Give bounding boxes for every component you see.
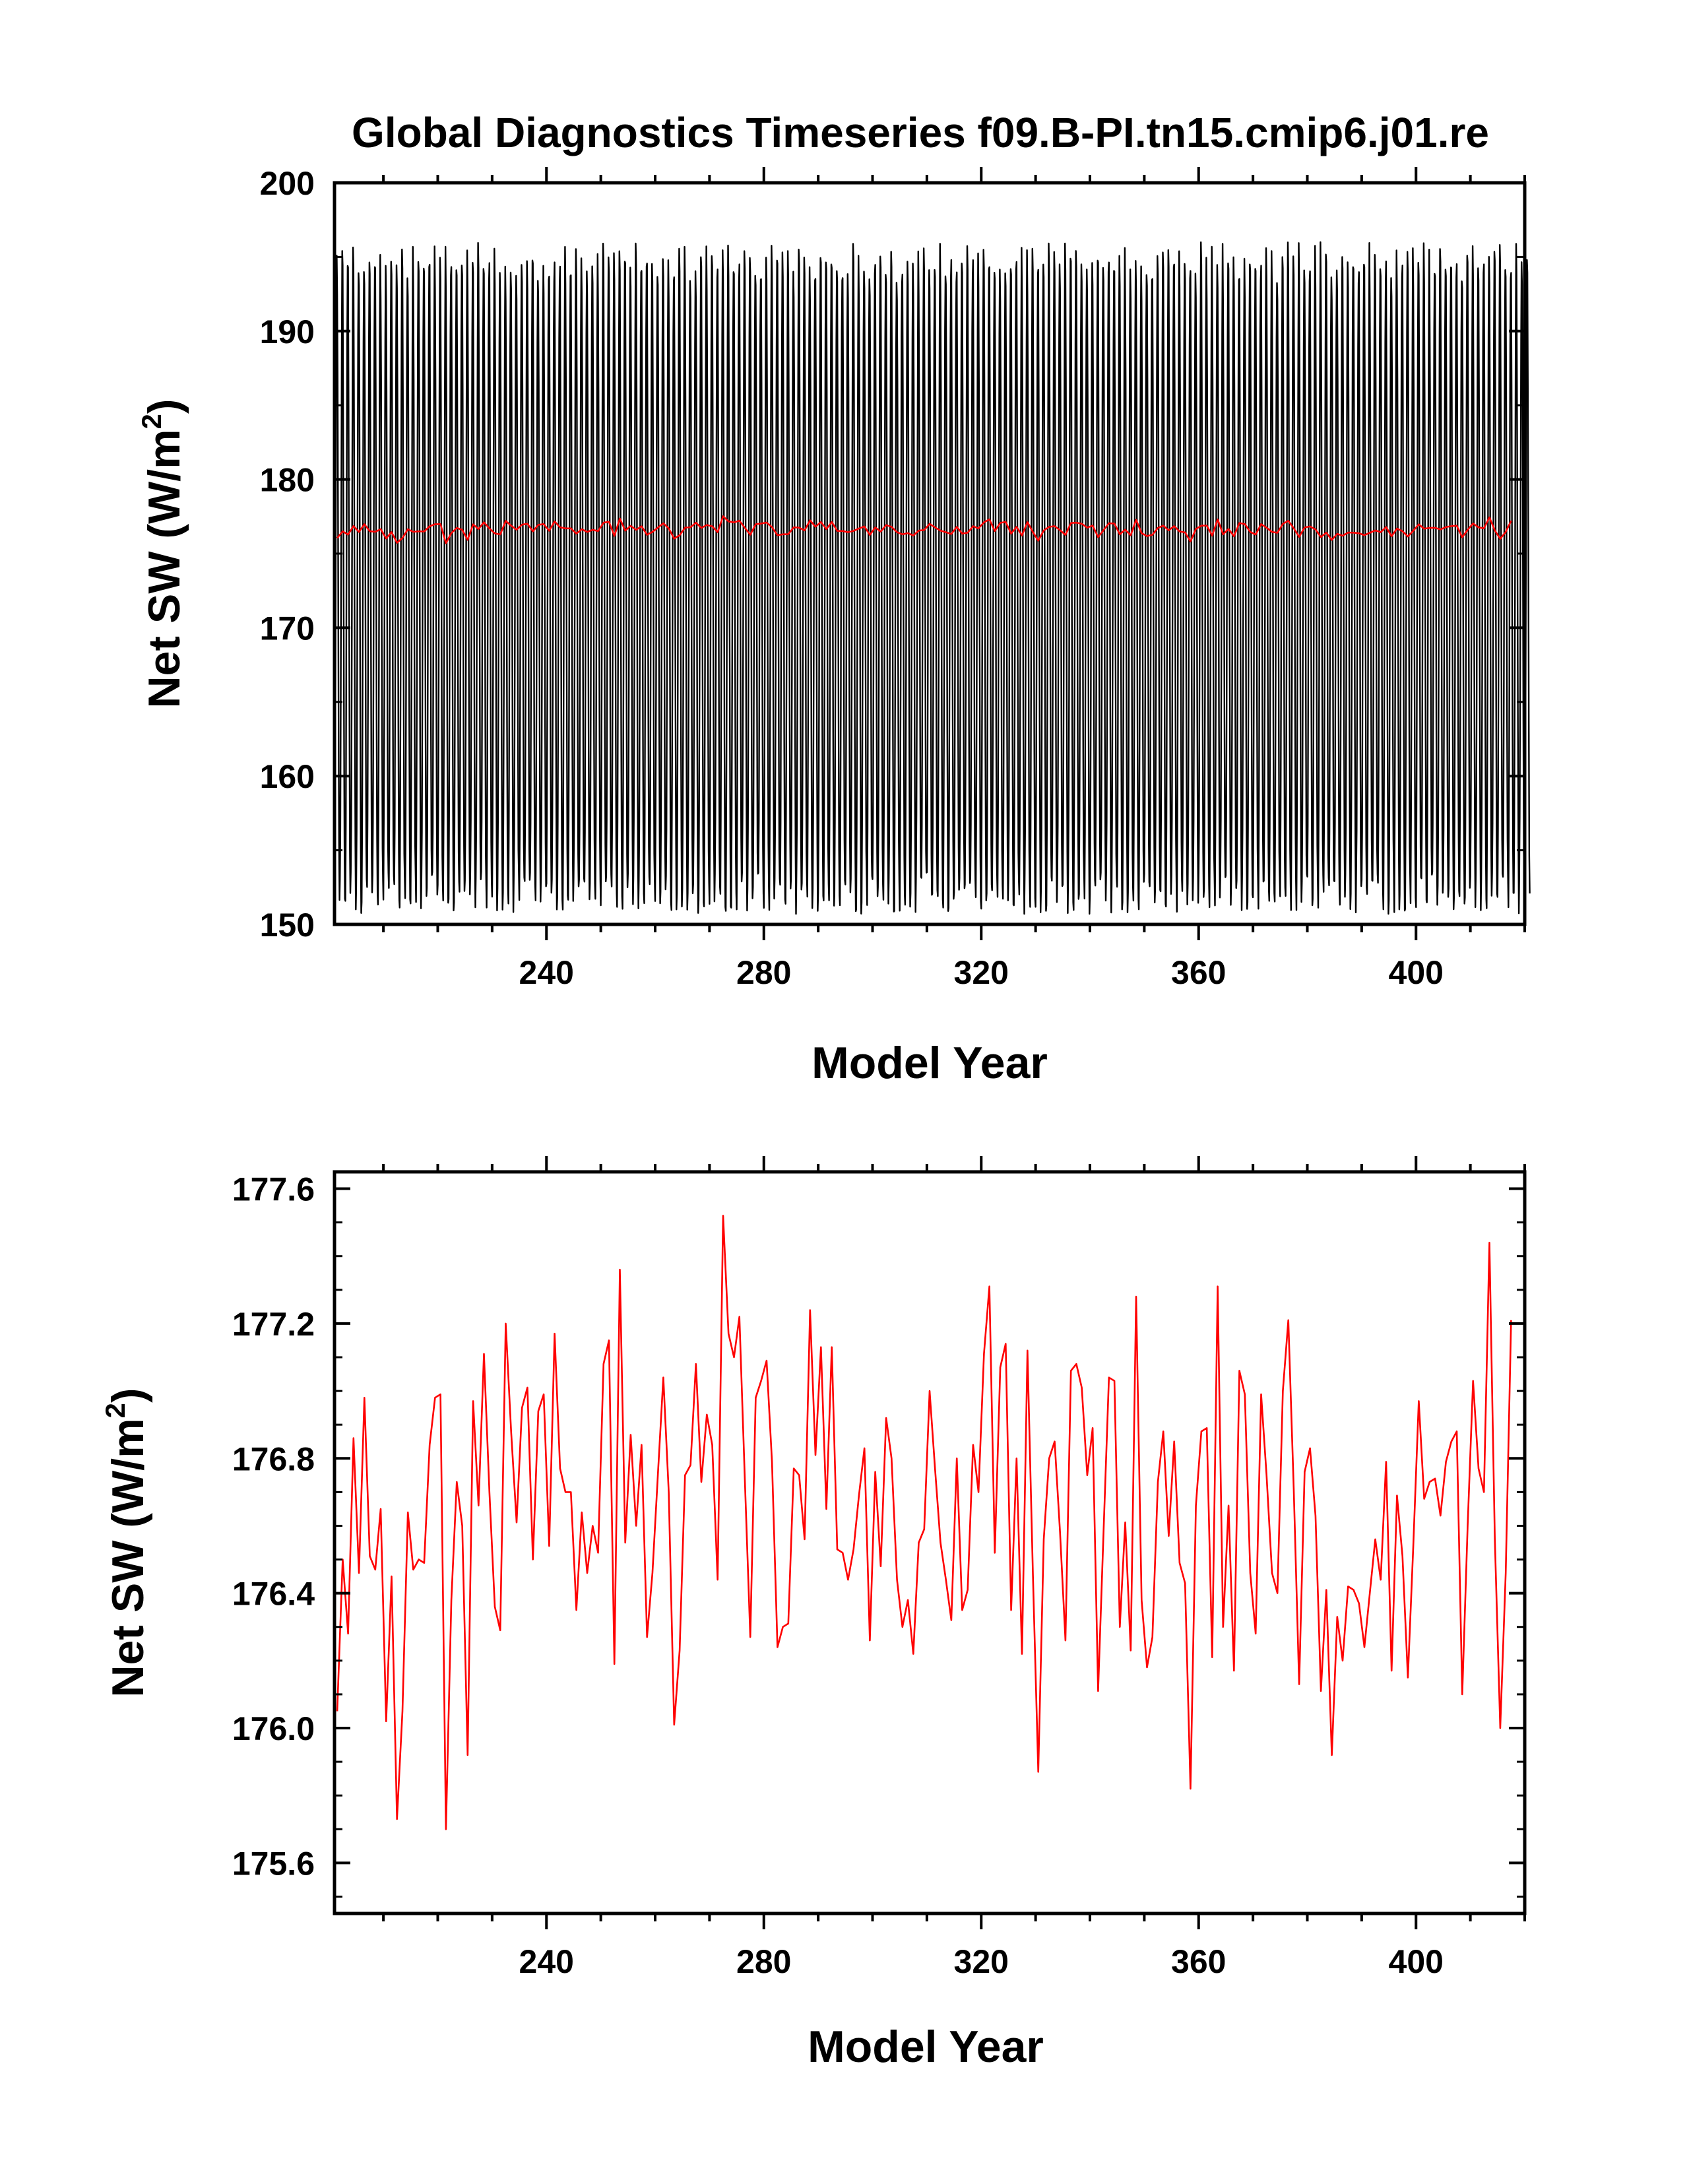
tick-label-group: 240 280 320 360 400 175.6 176.0 176.4 176.8 177.2… (232, 1171, 1444, 1980)
y-tick-label: 177.2 (232, 1306, 315, 1343)
top-panel: 240 280 320 360 400 150 160 170 180 190 200 Model … (136, 165, 1531, 1088)
tick-label-group: 240 280 320 360 400 150 160 170 180 190 200 (260, 165, 1444, 991)
chart-title: Global Diagnostics Timeseries f09.B-PI.t… (352, 109, 1489, 156)
y-axis-label-close: ) (103, 1388, 153, 1403)
y-axis-label: Net SW (W/m2) (136, 399, 189, 708)
bottom-panel: 240 280 320 360 400 175.6 176.0 176.4 176.8 177.2… (100, 1156, 1527, 2072)
series-line-monthly (333, 241, 1531, 915)
plot-frame (333, 1170, 1527, 1915)
x-tick-label: 320 (954, 954, 1009, 991)
y-tick-label: 190 (260, 313, 315, 350)
x-tick-label: 360 (1171, 1943, 1226, 1980)
series-group (333, 241, 1531, 915)
y-axis-label-superscript: 2 (100, 1403, 131, 1418)
y-tick-label: 176.4 (232, 1576, 315, 1613)
x-tick-label: 320 (954, 1943, 1009, 1980)
y-axis-label-superscript: 2 (136, 414, 167, 429)
y-tick-label: 160 (260, 758, 315, 795)
x-tick-label: 400 (1389, 1943, 1444, 1980)
series-line-annual-mean (336, 1215, 1512, 1830)
y-axis-label-close: ) (139, 399, 189, 414)
y-tick-label: 150 (260, 907, 315, 944)
x-axis-label: Model Year (812, 1038, 1048, 1088)
y-axis-label-text: Net SW (W/m (103, 1418, 153, 1697)
x-tick-label: 280 (736, 954, 791, 991)
y-axis-label-text: Net SW (W/m (139, 429, 189, 708)
y-tick-label: 175.6 (232, 1845, 315, 1882)
y-tick-label: 200 (260, 165, 315, 202)
x-tick-label: 240 (519, 1943, 574, 1980)
y-tick-label: 177.6 (232, 1171, 315, 1208)
tick-group (335, 167, 1526, 940)
y-tick-label: 170 (260, 610, 315, 647)
series-line-annual-mean (336, 515, 1512, 544)
series-group (336, 1215, 1512, 1830)
y-tick-label: 176.8 (232, 1440, 315, 1477)
x-tick-label: 400 (1389, 954, 1444, 991)
x-axis-label: Model Year (808, 2022, 1044, 2072)
y-axis-label: Net SW (W/m2) (100, 1388, 153, 1697)
y-tick-label: 176.0 (232, 1710, 315, 1747)
x-tick-label: 360 (1171, 954, 1226, 991)
x-tick-label: 240 (519, 954, 574, 991)
x-tick-label: 280 (736, 1943, 791, 1980)
tick-group (335, 1156, 1526, 1929)
y-tick-label: 180 (260, 462, 315, 499)
